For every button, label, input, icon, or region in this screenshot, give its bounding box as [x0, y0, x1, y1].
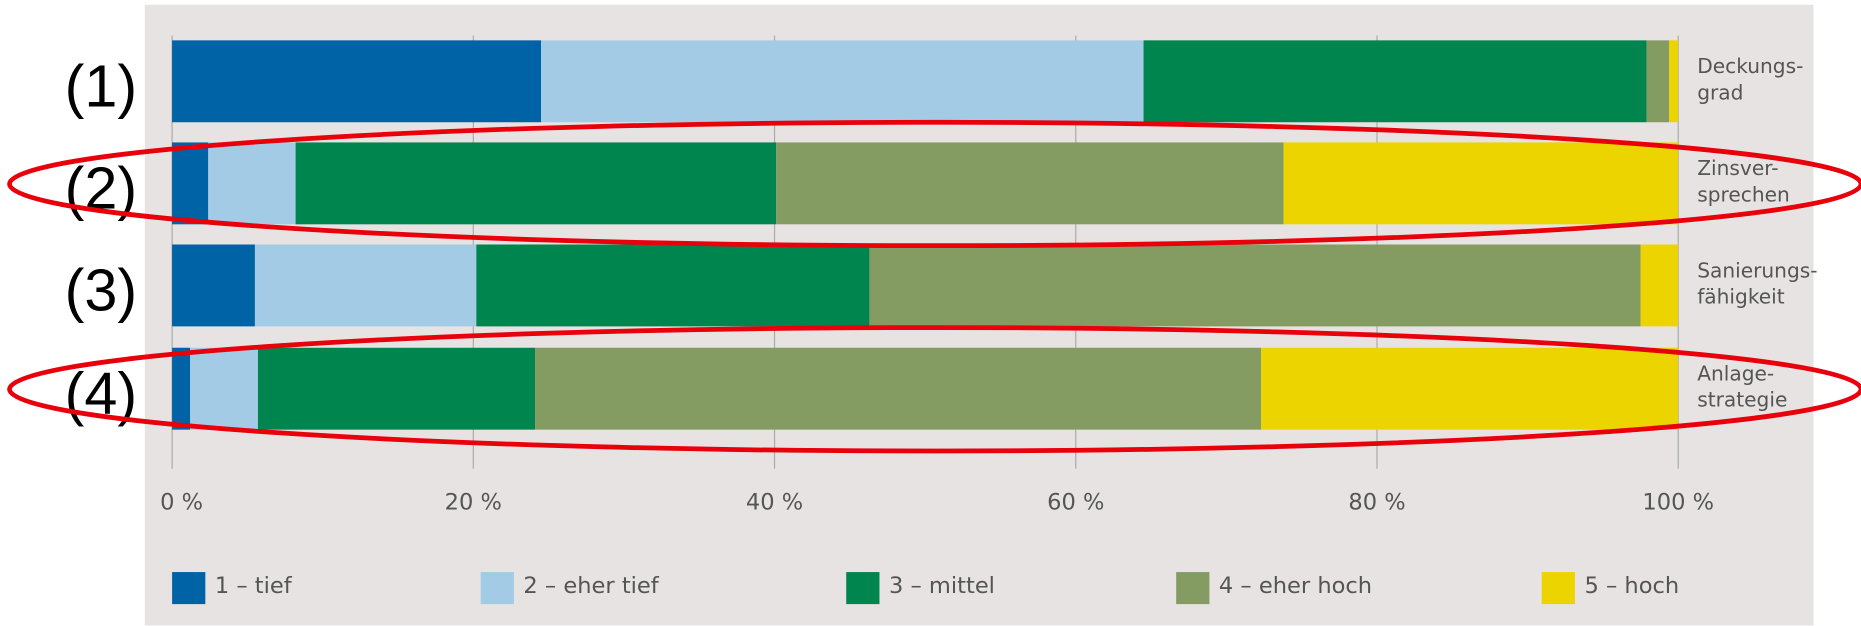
bar-segment — [172, 244, 255, 327]
bar-segment — [1283, 142, 1679, 225]
bar-segment — [295, 142, 777, 225]
legend-label: 5 – hoch — [1584, 573, 1679, 599]
bar-label: fähigkeit — [1697, 284, 1785, 308]
legend-swatch — [480, 572, 514, 605]
bar-segment — [172, 142, 209, 225]
bar-segment — [190, 347, 258, 430]
legend-label: 4 – eher hoch — [1219, 573, 1372, 599]
plot: 0 % 20 % 40 % 60 % 80 % 100 % (1) Deckungs-grad… — [65, 35, 1818, 605]
legend-swatch — [846, 572, 880, 605]
bar-segment — [535, 347, 1262, 430]
bar-segment — [476, 244, 870, 327]
bar-segment — [1143, 40, 1647, 123]
chart-body: 0 % 20 % 40 % 60 % 80 % 100 % (1) Deckungs-grad… — [7, 4, 1861, 626]
bar-segment — [869, 244, 1641, 327]
bar-label: Deckungs- — [1697, 54, 1803, 78]
bar-segment — [1640, 244, 1679, 327]
x-tick-label: 80 % — [1348, 490, 1405, 516]
legend-swatch — [172, 572, 206, 605]
bar-segment — [254, 244, 477, 327]
category-label: (3) — [65, 257, 138, 324]
bar-segment — [257, 347, 536, 430]
bar-label: grad — [1697, 80, 1743, 104]
x-tick-label: 100 % — [1642, 490, 1714, 516]
bar-label: sprechen — [1697, 182, 1790, 206]
bar-segment — [208, 142, 296, 225]
legend-label: 2 – eher tief — [523, 573, 659, 599]
bar-label: strategie — [1697, 388, 1787, 412]
x-tick-label: 60 % — [1047, 490, 1104, 516]
bar-segment — [1646, 40, 1670, 123]
category-label: (1) — [65, 52, 138, 119]
bar-label: Zinsver- — [1697, 156, 1778, 180]
x-tick-label: 20 % — [445, 490, 502, 516]
bar-label: Anlage- — [1697, 362, 1774, 386]
bar-segment — [776, 142, 1284, 225]
bar-segment — [172, 347, 191, 430]
x-tick-label: 40 % — [746, 490, 803, 516]
bar-segment — [541, 40, 1144, 123]
bar-segment — [1669, 40, 1679, 123]
x-tick-label: 0 % — [160, 490, 203, 516]
bar-segment — [1261, 347, 1679, 430]
legend-swatch — [1176, 572, 1210, 605]
bar-label: Sanierungs- — [1697, 258, 1817, 282]
legend-swatch — [1541, 572, 1575, 605]
legend-label: 1 – tief — [215, 573, 293, 599]
bar-segment — [172, 40, 542, 123]
legend-label: 3 – mittel — [889, 573, 995, 599]
